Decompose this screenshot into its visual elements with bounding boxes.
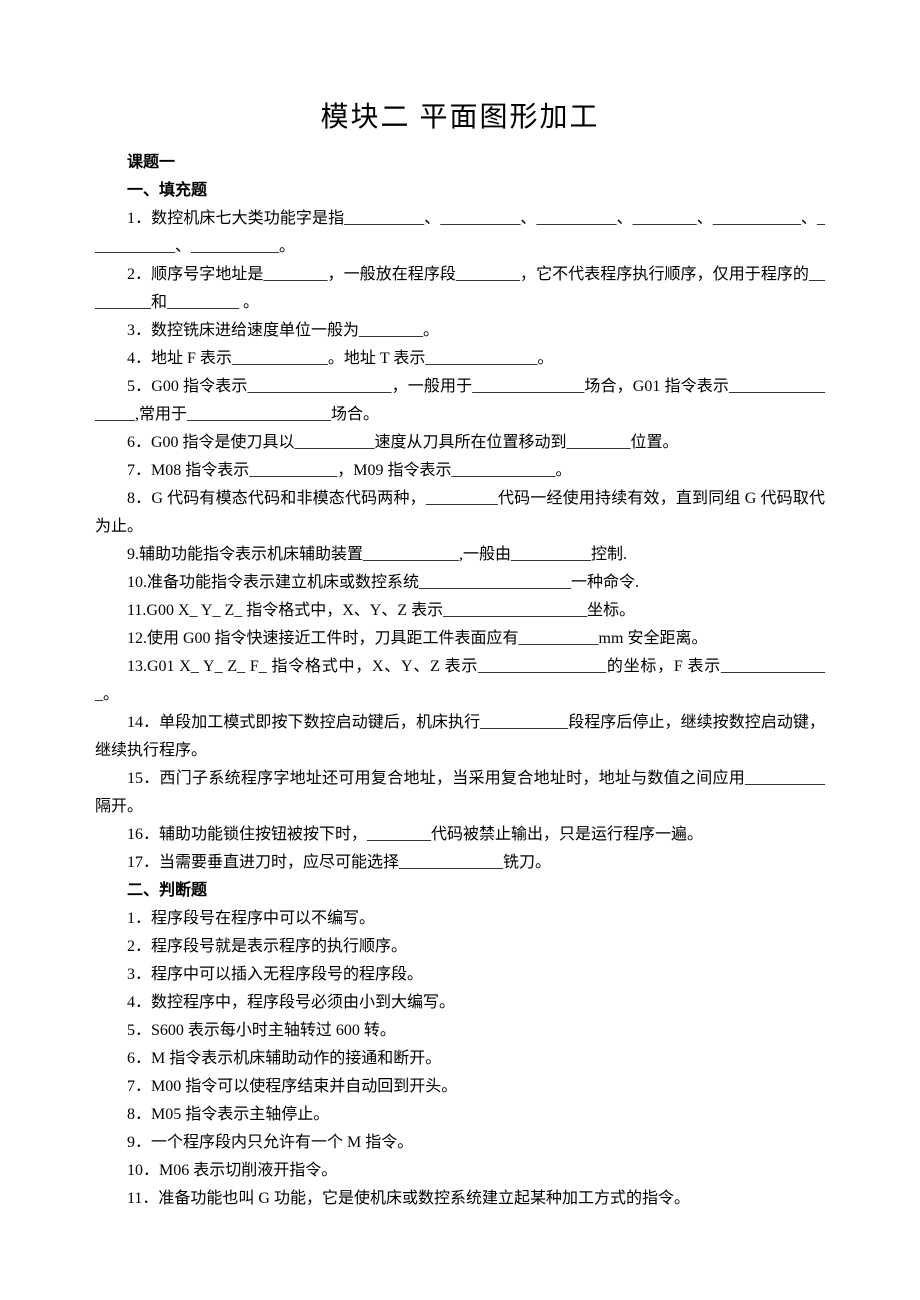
fill-q7: 7．M08 指令表示___________，M09 指令表示__________…	[95, 457, 825, 485]
section1-header: 一、填充题	[95, 177, 825, 205]
fill-q9: 9.辅助功能指令表示机床辅助装置____________,一般由________…	[95, 541, 825, 569]
judge-q9: 9．一个程序段内只允许有一个 M 指令。	[95, 1129, 825, 1157]
fill-q16: 16．辅助功能锁住按钮被按下时，________代码被禁止输出，只是运行程序一遍…	[95, 821, 825, 849]
module-title: 模块二 平面图形加工	[95, 95, 825, 135]
fill-q1: 1．数控机床七大类功能字是指__________、__________、____…	[95, 205, 825, 261]
judge-q1: 1．程序段号在程序中可以不编写。	[95, 905, 825, 933]
fill-q4: 4．地址 F 表示____________。地址 T 表示___________…	[95, 345, 825, 373]
fill-q2: 2．顺序号字地址是________，一般放在程序段________，它不代表程序…	[95, 261, 825, 317]
judge-q4: 4．数控程序中，程序段号必须由小到大编写。	[95, 989, 825, 1017]
judge-q8: 8．M05 指令表示主轴停止。	[95, 1101, 825, 1129]
document-page: 模块二 平面图形加工 课题一 一、填充题 1．数控机床七大类功能字是指_____…	[0, 0, 920, 1273]
judge-q11: 11．准备功能也叫 G 功能，它是使机床或数控系统建立起某种加工方式的指令。	[95, 1185, 825, 1213]
judge-q7: 7．M00 指令可以使程序结束并自动回到开头。	[95, 1073, 825, 1101]
fill-q17: 17．当需要垂直进刀时，应尽可能选择_____________铣刀。	[95, 849, 825, 877]
judge-q10: 10．M06 表示切削液开指令。	[95, 1157, 825, 1185]
fill-q13: 13.G01 X_ Y_ Z_ F_ 指令格式中，X、Y、Z 表示_______…	[95, 653, 825, 709]
fill-q6: 6．G00 指令是使刀具以__________速度从刀具所在位置移动到_____…	[95, 429, 825, 457]
fill-q15: 15．西门子系统程序字地址还可用复合地址，当采用复合地址时，地址与数值之间应用_…	[95, 765, 825, 821]
fill-q5: 5．G00 指令表示__________________，一般用于_______…	[95, 373, 825, 429]
fill-q10: 10.准备功能指令表示建立机床或数控系统___________________一…	[95, 569, 825, 597]
topic-header: 课题一	[95, 149, 825, 177]
fill-q8: 8．G 代码有模态代码和非模态代码两种，_________代码一经使用持续有效，…	[95, 485, 825, 541]
fill-q11: 11.G00 X_ Y_ Z_ 指令格式中，X、Y、Z 表示__________…	[95, 597, 825, 625]
fill-q14: 14．单段加工模式即按下数控启动键后，机床执行___________段程序后停止…	[95, 709, 825, 765]
section2-header: 二、判断题	[95, 877, 825, 905]
fill-q3: 3．数控铣床进给速度单位一般为________。	[95, 317, 825, 345]
judge-q3: 3．程序中可以插入无程序段号的程序段。	[95, 961, 825, 989]
judge-q2: 2．程序段号就是表示程序的执行顺序。	[95, 933, 825, 961]
judge-q6: 6．M 指令表示机床辅助动作的接通和断开。	[95, 1045, 825, 1073]
judge-q5: 5．S600 表示每小时主轴转过 600 转。	[95, 1017, 825, 1045]
fill-q12: 12.使用 G00 指令快速接近工件时，刀具距工件表面应有__________m…	[95, 625, 825, 653]
